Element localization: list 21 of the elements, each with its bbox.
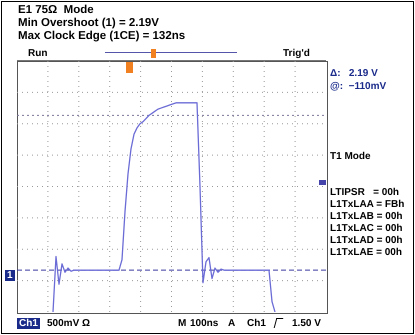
text: T1 Mode bbox=[330, 151, 371, 162]
chart-title: E1 75Ω Mode bbox=[18, 4, 94, 17]
text: Δ: 2.19 V bbox=[330, 68, 378, 79]
chart-subtitle: Min Overshoot (1) = 2.19V Max Clock Edge (1CE) = 132ns bbox=[18, 17, 186, 43]
text: L1TxLAD = 00h bbox=[330, 235, 403, 246]
text: A bbox=[228, 318, 236, 329]
text: Trig'd bbox=[283, 48, 310, 59]
text: Run bbox=[28, 48, 48, 59]
text: 1 bbox=[5, 270, 15, 281]
text: L1TxLAC = 00h bbox=[330, 223, 403, 234]
text: M bbox=[178, 318, 186, 329]
text: L1TxLAE = 00h bbox=[330, 247, 402, 258]
text: L1TxLAA = FBh bbox=[330, 199, 404, 210]
text: L1TxLAB = 00h bbox=[330, 211, 403, 222]
text: 500mV Ω bbox=[47, 318, 90, 329]
text: @: −110mV bbox=[330, 81, 386, 92]
text: 1.50 V bbox=[292, 318, 321, 329]
text: 100ns bbox=[190, 318, 218, 329]
text: LTIPSR = 00h bbox=[330, 187, 399, 198]
text: Ch1 bbox=[247, 318, 266, 329]
text: Ch1 bbox=[17, 318, 40, 329]
